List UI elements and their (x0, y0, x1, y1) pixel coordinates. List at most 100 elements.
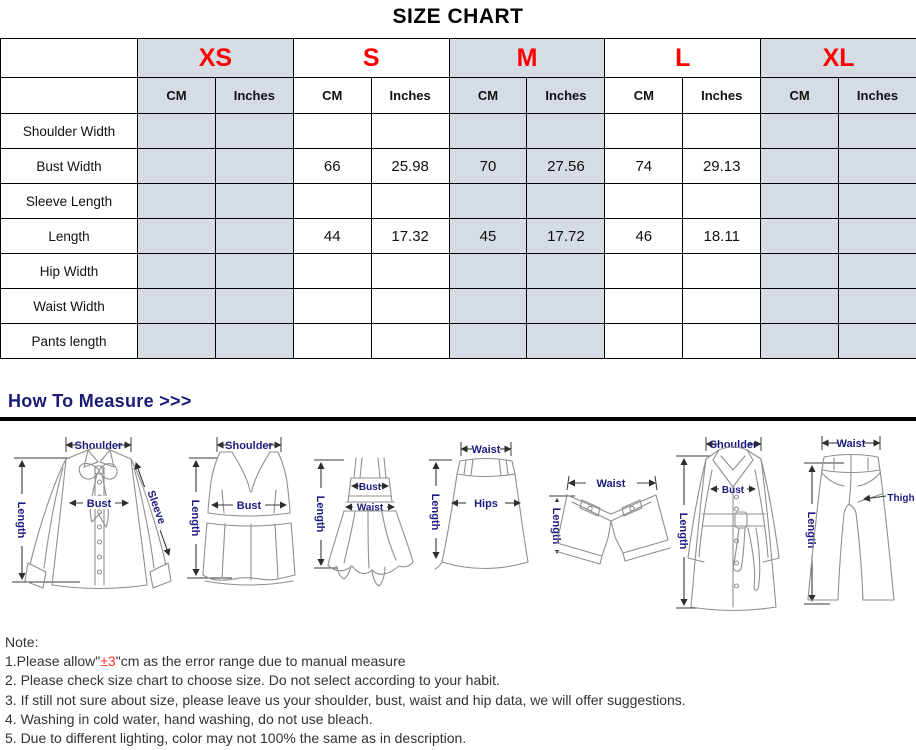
table-cell (682, 113, 762, 149)
table-row-length: Length 44 17.32 45 17.72 46 18.11 (0, 218, 916, 254)
table-row-hip-width: Hip Width (0, 253, 916, 289)
table-cell (526, 323, 606, 359)
hips-label: Hips (474, 498, 498, 510)
table-cell: 44 (292, 218, 372, 254)
table-cell (137, 218, 216, 254)
table-cell (370, 288, 450, 324)
table-cell (292, 183, 372, 219)
table-cell (292, 113, 372, 149)
waist-label: Waist (597, 478, 626, 490)
note-line-5: 5. Due to different lighting, color may … (5, 730, 467, 747)
table-cell (604, 323, 684, 359)
table-cell (526, 253, 606, 289)
table-cell (760, 148, 840, 184)
table-cell (604, 253, 684, 289)
size-header-m: M (448, 38, 606, 78)
table-cell (604, 288, 684, 324)
table-cell (838, 253, 916, 289)
bust-label: Bust (359, 482, 382, 493)
table-cell (214, 218, 294, 254)
shorts-illustration: Waist Length (549, 475, 671, 565)
table-cell (448, 323, 528, 359)
unit-header-inches: Inches (214, 77, 294, 114)
unit-header-inches: Inches (682, 77, 762, 114)
table-cell (682, 253, 762, 289)
waist-label: Waist (357, 503, 384, 514)
table-cell (137, 113, 216, 149)
tank-top-illustration: Shoulder Length Bust (187, 437, 296, 586)
how-to-measure-diagram: Shoulder Length Bust Sleeve (12, 436, 915, 612)
table-cell (760, 113, 840, 149)
length-label: Length (677, 513, 689, 550)
note-line-1: 1.Please allow"±3"cm as the error range … (5, 653, 406, 670)
table-cell (292, 323, 372, 359)
table-cell (526, 288, 606, 324)
corner-cell (0, 38, 138, 78)
table-cell (838, 148, 916, 184)
table-cell (838, 218, 916, 254)
table-cell (214, 148, 294, 184)
table-row-waist-width: Waist Width (0, 288, 916, 324)
table-cell (760, 218, 840, 254)
waist-label: Waist (472, 444, 501, 456)
shoulder-label: Shoulder (75, 440, 123, 452)
table-cell (838, 288, 916, 324)
divider-rule (0, 417, 916, 421)
table-cell (448, 253, 528, 289)
row-label: Waist Width (0, 288, 138, 324)
waist-label: Waist (837, 438, 866, 450)
table-cell (526, 113, 606, 149)
table-cell (604, 113, 684, 149)
notes-section: Note: 1.Please allow"±3"cm as the error … (5, 633, 911, 748)
skirt-illustration: Waist Length Hips (429, 442, 529, 570)
table-cell: 25.98 (370, 148, 450, 184)
table-cell (292, 288, 372, 324)
table-row-pants-length: Pants length (0, 323, 916, 359)
table-cell (682, 323, 762, 359)
row-label: Length (0, 218, 138, 254)
table-row-bust-width: Bust Width 66 25.98 70 27.56 74 29.13 (0, 148, 916, 184)
table-cell (838, 183, 916, 219)
dress-illustration: Length Bust Waist (314, 457, 414, 587)
shoulder-label: Shoulder (225, 440, 273, 452)
table-cell (137, 183, 216, 219)
size-header-l: L (604, 38, 762, 78)
table-cell: 17.72 (526, 218, 606, 254)
table-cell (604, 183, 684, 219)
bust-label: Bust (722, 485, 745, 496)
table-cell (838, 113, 916, 149)
row-label: Shoulder Width (0, 113, 138, 149)
unit-header-inches: Inches (370, 77, 450, 114)
size-header-xs: XS (137, 38, 294, 78)
table-cell (370, 113, 450, 149)
table-cell (214, 183, 294, 219)
table-cell (137, 323, 216, 359)
table-cell (448, 288, 528, 324)
table-cell (137, 148, 216, 184)
shoulder-label: Shoulder (710, 439, 758, 451)
table-cell (214, 323, 294, 359)
unit-header-cm: CM (292, 77, 372, 114)
corner-cell (0, 77, 138, 114)
table-cell (760, 323, 840, 359)
table-cell (292, 253, 372, 289)
unit-header-row: CM Inches CM Inches CM Inches CM Inches … (0, 77, 916, 114)
table-cell (137, 253, 216, 289)
table-cell (760, 183, 840, 219)
unit-header-cm: CM (137, 77, 216, 114)
note-line-2: 2. Please check size chart to choose siz… (5, 672, 500, 689)
how-to-measure-heading: How To Measure >>> (8, 391, 192, 411)
table-cell: 18.11 (682, 218, 762, 254)
table-cell (214, 113, 294, 149)
table-cell (214, 253, 294, 289)
table-cell (370, 183, 450, 219)
unit-header-inches: Inches (526, 77, 606, 114)
table-cell: 66 (292, 148, 372, 184)
pants-illustration: Waist Length Thigh (804, 436, 915, 605)
size-header-s: S (292, 38, 450, 78)
table-cell (448, 113, 528, 149)
table-cell: 46 (604, 218, 684, 254)
note-line-3: 3. If still not sure about size, please … (5, 691, 686, 708)
table-cell (448, 183, 528, 219)
length-label: Length (314, 496, 326, 533)
